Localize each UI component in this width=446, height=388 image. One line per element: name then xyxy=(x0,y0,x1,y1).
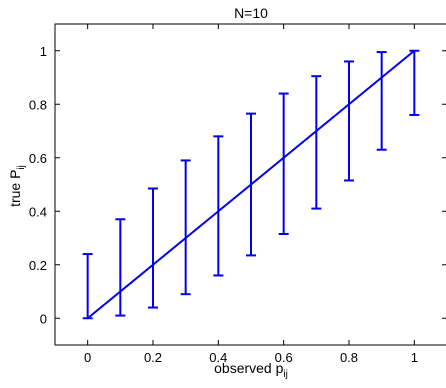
x-axis: 0 0.2 0.4 0.6 0.8 1 xyxy=(84,24,418,365)
x-axis-label-text: observed p xyxy=(214,360,283,376)
x-tick-label: 0.2 xyxy=(144,350,162,365)
x-tick-label: 1 xyxy=(411,350,418,365)
x-axis-label-subscript: ij xyxy=(283,369,287,380)
y-tick-label: 0 xyxy=(40,311,47,326)
y-axis-label-subscript: ij xyxy=(16,165,27,169)
y-tick-label: 1 xyxy=(40,44,47,59)
y-tick-label: 0.2 xyxy=(29,258,47,273)
y-axis-label-text: true P xyxy=(7,170,23,207)
x-tick-label: 0.8 xyxy=(340,350,358,365)
x-tick-label: 0.4 xyxy=(209,350,227,365)
x-tick-label: 0 xyxy=(84,350,91,365)
y-axis: 0 0.2 0.4 0.6 0.8 1 xyxy=(29,44,446,326)
y-tick-label: 0.6 xyxy=(29,151,47,166)
y-axis-label: true Pij xyxy=(7,165,27,207)
x-tick-label: 0.6 xyxy=(275,350,293,365)
y-tick-label: 0.4 xyxy=(29,204,47,219)
y-tick-label: 0.8 xyxy=(29,97,47,112)
series-line xyxy=(87,49,415,320)
x-axis-label: observed pij xyxy=(214,360,288,380)
series-layer xyxy=(82,49,420,320)
chart-title: N=10 xyxy=(234,5,268,21)
